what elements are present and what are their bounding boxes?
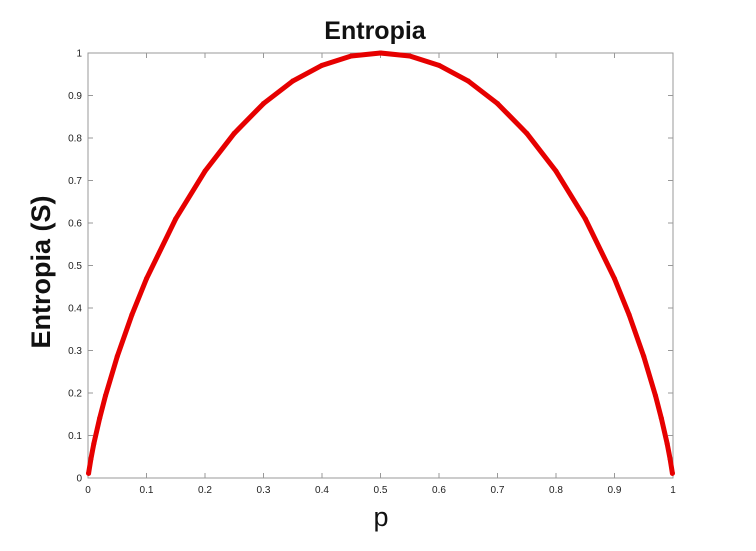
entropy-point <box>290 78 296 84</box>
axis-tick-labels: 0 0.1 0.2 0.3 0.4 0.5 0.6 0.7 0.8 0.9 1 0 0.1 0.2 0.3 0… <box>68 49 676 497</box>
entropy-point <box>261 101 266 107</box>
plot-area <box>87 52 674 479</box>
x-tick-label: 1 <box>670 485 676 496</box>
entropy-point <box>114 353 120 359</box>
entropy-point <box>436 62 442 68</box>
chart-title: Entropia <box>324 17 426 45</box>
x-tick-label: 0.2 <box>198 485 212 496</box>
x-tick-label: 0.5 <box>374 485 388 496</box>
entropy-point <box>91 441 97 447</box>
entropy-point <box>652 393 658 399</box>
axis-ticks <box>87 52 674 479</box>
entropy-point <box>524 130 530 136</box>
x-tick-label: 0.8 <box>549 485 563 496</box>
x-tick-label: 0.1 <box>140 485 154 496</box>
entropy-point <box>202 168 208 174</box>
x-tick-label: 0.6 <box>432 485 446 496</box>
x-tick-label: 0.7 <box>491 485 505 496</box>
y-tick-label: 0.8 <box>68 134 82 145</box>
y-tick-label: 0.2 <box>68 389 82 400</box>
entropy-point <box>319 62 325 68</box>
entropy-point <box>173 216 179 222</box>
entropy-point <box>626 312 632 318</box>
entropy-point <box>88 456 94 462</box>
entropy-point <box>667 456 673 462</box>
entropy-point <box>129 312 135 318</box>
x-tick-label: 0 <box>85 485 91 496</box>
entropy-point <box>103 393 109 399</box>
x-tick-label: 0.4 <box>315 485 329 496</box>
entropy-point <box>378 50 383 56</box>
entropy-point <box>86 470 92 476</box>
entropy-point <box>664 441 670 447</box>
entropy-point <box>612 276 617 282</box>
y-tick-label: 0 <box>76 474 82 485</box>
y-axis-label: Entropia (S) <box>26 196 56 349</box>
x-axis-label: p <box>373 502 388 532</box>
entropy-point <box>407 53 413 59</box>
entropy-point <box>658 415 664 421</box>
y-tick-label: 0.6 <box>68 219 82 230</box>
y-tick-label: 0.7 <box>68 176 82 187</box>
entropy-point <box>465 78 471 84</box>
y-tick-label: 0.1 <box>68 431 82 442</box>
entropy-point <box>231 130 237 136</box>
y-tick-label: 1 <box>76 49 82 60</box>
y-tick-label: 0.5 <box>68 261 82 272</box>
entropy-point <box>669 470 675 476</box>
entropy-point <box>582 216 588 222</box>
entropy-point <box>641 353 647 359</box>
entropy-curve-points <box>86 50 675 476</box>
entropy-point <box>144 276 149 282</box>
y-tick-label: 0.3 <box>68 346 82 357</box>
entropy-point <box>495 101 500 107</box>
x-tick-label: 0.9 <box>608 485 622 496</box>
x-tick-label: 0.3 <box>257 485 271 496</box>
entropy-point <box>553 168 559 174</box>
y-tick-label: 0.4 <box>68 304 82 315</box>
entropy-point <box>97 415 103 421</box>
y-tick-label: 0.9 <box>68 91 82 102</box>
entropy-point <box>348 53 354 59</box>
